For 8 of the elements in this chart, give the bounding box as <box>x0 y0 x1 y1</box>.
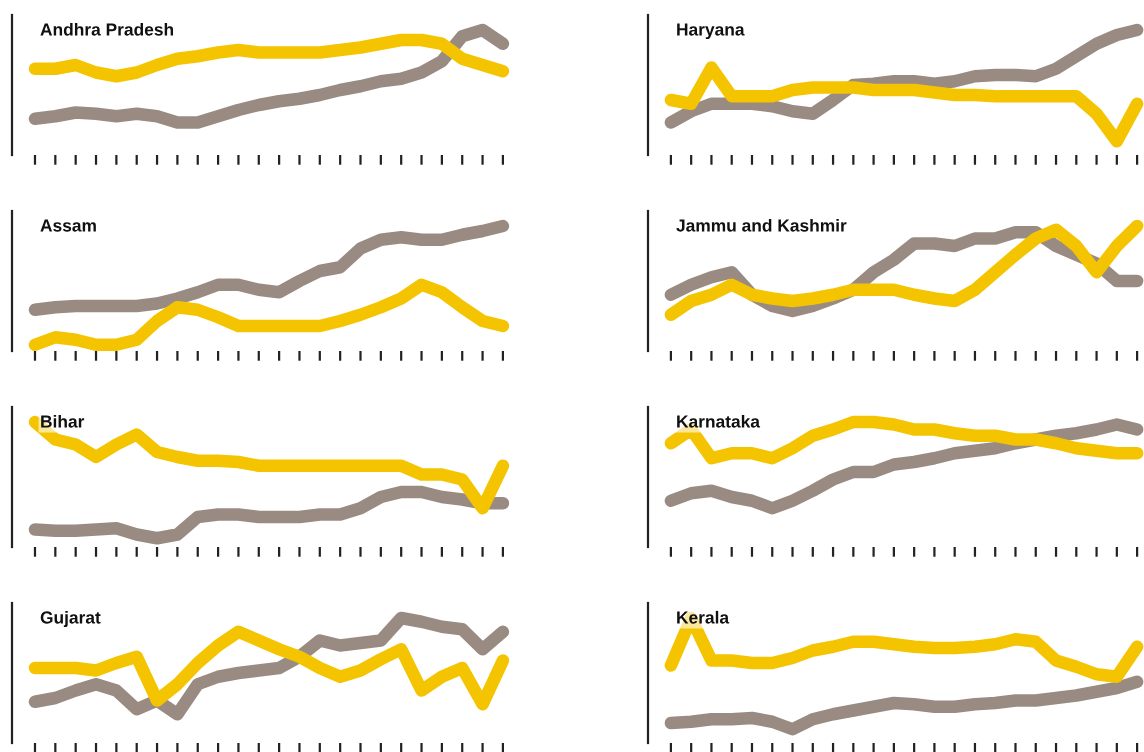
chart-title: Kerala <box>677 610 730 624</box>
chart-title: Assam <box>40 219 96 232</box>
chart-title: Jammu and Kashmir <box>676 218 847 232</box>
chart-title: Andhra Pradesh <box>40 22 174 36</box>
chart-title: Haryana <box>677 23 745 40</box>
chart-title: Karnataka <box>677 414 761 428</box>
chart-title: Gujarat <box>40 610 101 628</box>
chart-title: Bihar <box>41 414 85 428</box>
